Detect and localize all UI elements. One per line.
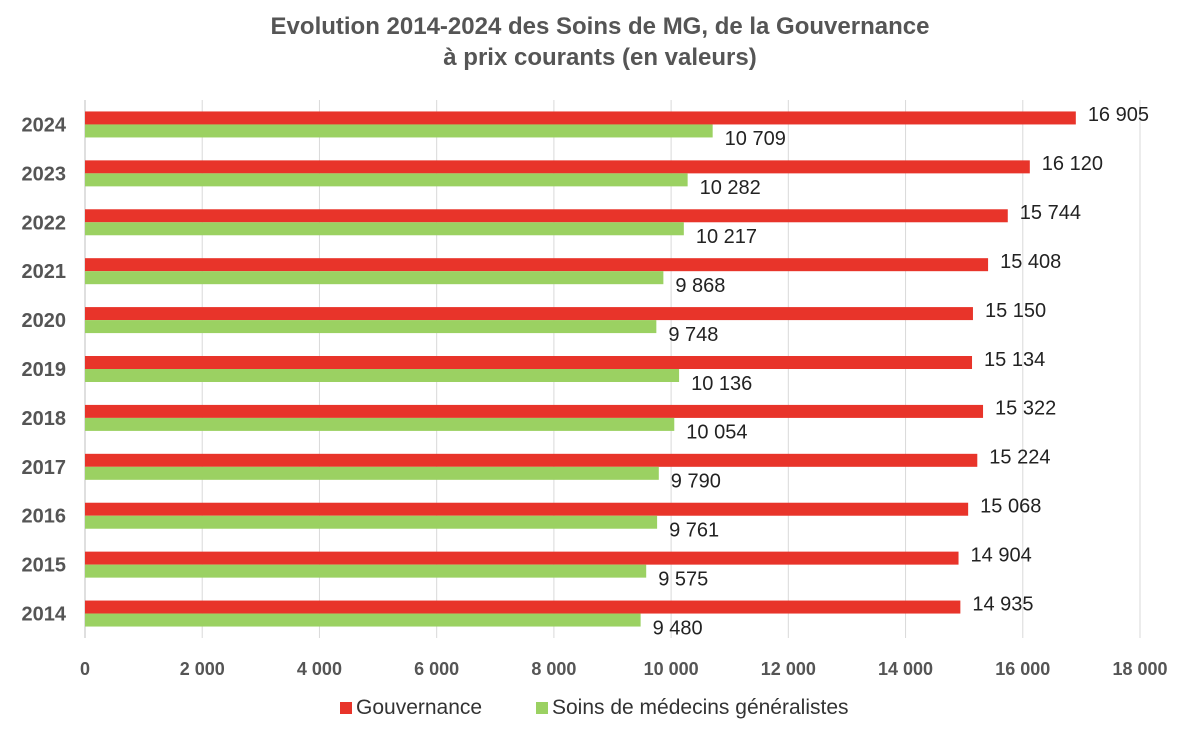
category-label: 2020 (22, 310, 67, 332)
bar-gouvernance (85, 502, 969, 516)
category-label: 2019 (22, 359, 67, 381)
data-label-soins-mg: 10 282 (700, 177, 761, 199)
bar-gouvernance (85, 600, 961, 614)
bar-gouvernance (85, 307, 973, 321)
category-label: 2017 (22, 457, 67, 479)
bar-gouvernance (85, 551, 959, 565)
x-tick-label: 12 000 (761, 659, 816, 679)
data-label-soins-mg: 9 790 (671, 471, 721, 493)
bar-soins-mg (85, 369, 680, 382)
chart-title-line-1: Evolution 2014-2024 des Soins de MG, de … (271, 13, 930, 40)
x-tick-label: 0 (80, 659, 90, 679)
data-label-soins-mg: 9 761 (669, 520, 719, 542)
data-label-gouvernance: 15 150 (985, 300, 1046, 322)
bar-soins-mg (85, 271, 664, 285)
data-label-soins-mg: 10 709 (725, 128, 786, 150)
legend-label-gouvernance: Gouvernance (356, 696, 482, 719)
data-label-gouvernance: 14 935 (972, 593, 1033, 615)
value-axis: 0 2 000 4 000 6 000 8 000 10 000 12 000 14 000 1… (80, 659, 1168, 679)
x-tick-label: 8 000 (531, 659, 576, 679)
chart-title-line-2: à prix courants (en valeurs) (443, 44, 756, 71)
bar-gouvernance (85, 209, 1008, 223)
x-tick-label: 6 000 (414, 659, 459, 679)
category-label: 2014 (22, 604, 67, 626)
data-label-soins-mg: 10 054 (686, 422, 747, 444)
data-labels: 16 905 10 709 16 120 10 282 15 744 10 217 15 4… (653, 104, 1149, 639)
category-label: 2015 (22, 555, 67, 577)
x-tick-label: 18 000 (1112, 659, 1167, 679)
category-label: 2024 (22, 114, 67, 136)
x-tick-label: 16 000 (995, 659, 1050, 679)
bar-gouvernance (85, 111, 1076, 125)
data-label-soins-mg: 10 217 (696, 226, 757, 248)
bars (85, 111, 1076, 627)
data-label-soins-mg: 10 136 (691, 373, 752, 395)
category-label: 2022 (22, 212, 67, 234)
legend-label-soins-mg: Soins de médecins généralistes (552, 696, 849, 719)
data-label-gouvernance: 14 904 (971, 544, 1032, 566)
bar-gouvernance (85, 404, 984, 418)
bar-soins-mg (85, 320, 657, 334)
bar-soins-mg (85, 417, 675, 431)
bar-soins-mg (85, 613, 641, 627)
x-tick-label: 10 000 (644, 659, 699, 679)
bar-soins-mg (85, 564, 647, 578)
bar-soins-mg (85, 173, 688, 187)
bar-gouvernance (85, 453, 978, 467)
category-label: 2023 (22, 163, 67, 185)
data-label-gouvernance: 15 134 (984, 349, 1045, 371)
bar-soins-mg (85, 515, 658, 529)
data-label-soins-mg: 9 868 (675, 275, 725, 297)
data-label-gouvernance: 15 744 (1020, 202, 1081, 224)
data-label-gouvernance: 15 224 (989, 447, 1050, 469)
data-label-gouvernance: 16 120 (1042, 153, 1103, 175)
legend-swatch-gouvernance (340, 702, 352, 714)
bar-soins-mg (85, 466, 659, 480)
legend: Gouvernance Soins de médecins généraliste… (340, 696, 849, 719)
bar-soins-mg (85, 222, 684, 236)
data-label-gouvernance: 16 905 (1088, 104, 1149, 126)
category-label: 2018 (22, 408, 67, 430)
x-tick-label: 2 000 (180, 659, 225, 679)
category-label: 2016 (22, 506, 67, 528)
data-label-soins-mg: 9 480 (653, 617, 703, 639)
bar-soins-mg (85, 124, 713, 138)
data-label-soins-mg: 9 575 (658, 568, 708, 590)
legend-swatch-soins-mg (536, 702, 548, 714)
category-label: 2021 (22, 261, 67, 283)
category-axis: 2024 2023 2022 2021 2020 2019 2018 2017 2016 2015… (22, 114, 67, 625)
x-tick-label: 4 000 (297, 659, 342, 679)
data-label-gouvernance: 15 322 (995, 398, 1056, 420)
bar-gouvernance (85, 160, 1030, 174)
x-tick-label: 14 000 (878, 659, 933, 679)
bar-gouvernance (85, 356, 973, 369)
data-label-gouvernance: 15 068 (980, 496, 1041, 518)
data-label-gouvernance: 15 408 (1000, 251, 1061, 273)
bar-gouvernance (85, 258, 989, 272)
data-label-soins-mg: 9 748 (668, 324, 718, 346)
